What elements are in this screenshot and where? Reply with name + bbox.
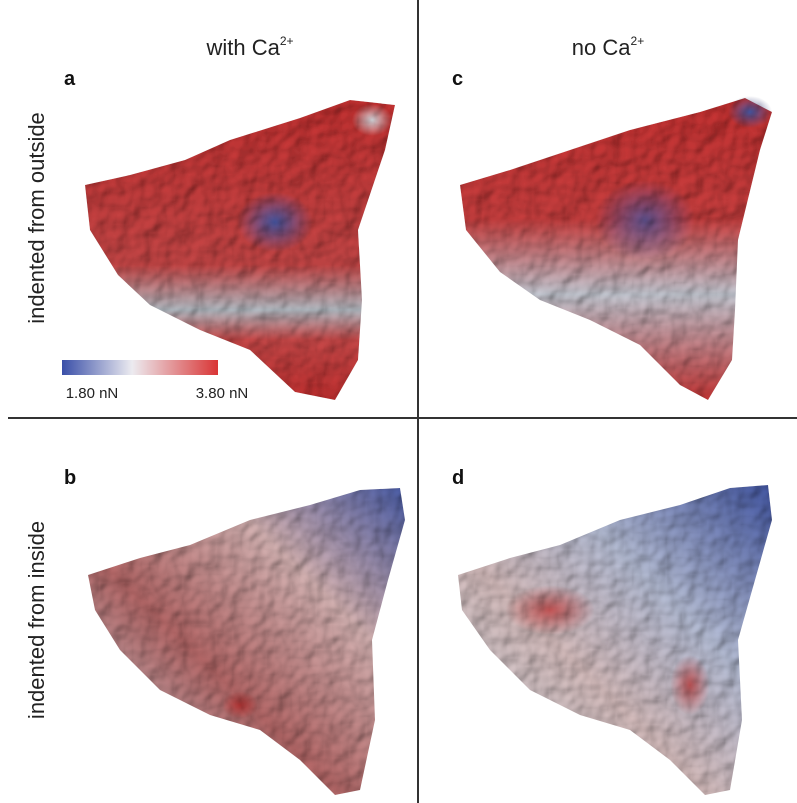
- column-header: no Ca2+: [572, 34, 644, 60]
- surface-d: [458, 485, 772, 795]
- header-sup: 2+: [631, 34, 645, 48]
- panel-letter: b: [64, 467, 76, 489]
- column-header: with Ca2+: [205, 34, 293, 60]
- header-text: with Ca: [205, 35, 280, 60]
- panel-letter: a: [64, 68, 76, 90]
- surface-c: [460, 96, 772, 400]
- row-label: indented from outside: [24, 112, 49, 324]
- colorbar: [62, 360, 218, 375]
- colorbar-min-label: 1.80 nN: [66, 385, 119, 402]
- panel-letter: d: [452, 467, 464, 489]
- surface-b: [88, 488, 405, 795]
- panel-letter: c: [452, 68, 463, 90]
- header-sup: 2+: [280, 34, 294, 48]
- colorbar-max-label: 3.80 nN: [196, 385, 249, 402]
- row-label: indented from inside: [24, 521, 49, 719]
- header-text: no Ca: [572, 35, 631, 60]
- surface-a: [85, 100, 395, 400]
